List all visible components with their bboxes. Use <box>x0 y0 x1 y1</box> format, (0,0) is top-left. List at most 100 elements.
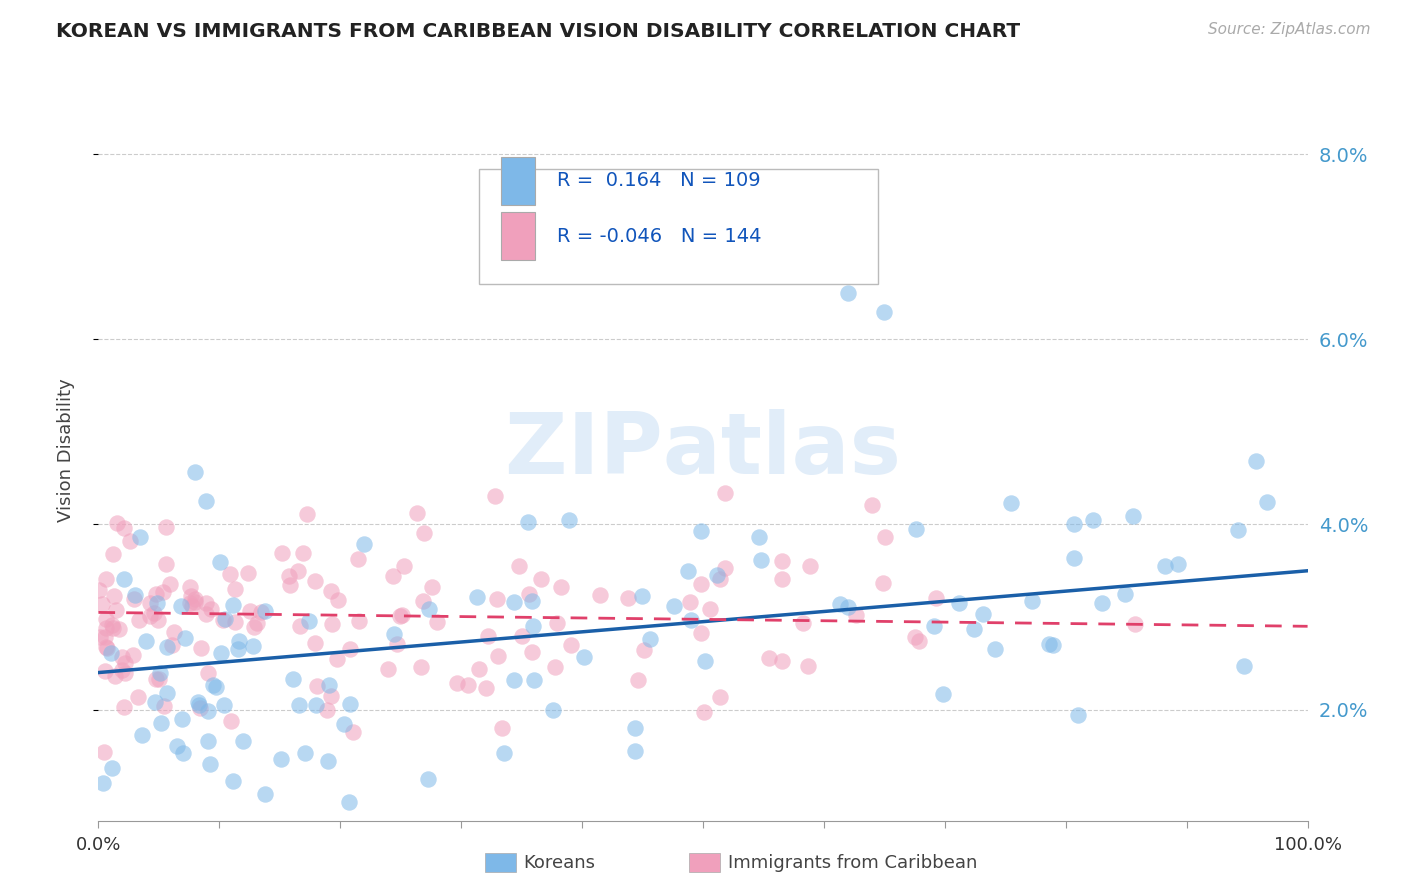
Point <box>908 634 931 648</box>
Point <box>328 593 350 607</box>
Point <box>517 515 540 529</box>
Point <box>281 672 304 686</box>
Point <box>321 617 343 632</box>
Point <box>205 680 228 694</box>
Point <box>145 673 167 687</box>
Point <box>1042 638 1064 652</box>
Point <box>662 599 685 613</box>
Point <box>457 677 479 691</box>
Point <box>1081 513 1104 527</box>
Point <box>228 633 250 648</box>
Point <box>124 588 146 602</box>
Point <box>325 652 347 666</box>
Point <box>572 649 595 664</box>
Point <box>690 524 713 538</box>
Point <box>1021 594 1043 608</box>
Point <box>699 602 721 616</box>
Point <box>491 721 513 735</box>
Point <box>544 660 567 674</box>
Point <box>633 643 655 657</box>
Point <box>212 614 235 628</box>
Point <box>208 555 231 569</box>
Point <box>128 613 150 627</box>
Point <box>709 572 731 586</box>
Point <box>523 673 546 687</box>
Point <box>318 677 340 691</box>
Point <box>543 703 565 717</box>
Point <box>748 530 770 544</box>
Point <box>160 638 183 652</box>
Point <box>1123 617 1146 632</box>
Point <box>1038 637 1060 651</box>
Point <box>1153 559 1175 574</box>
Point <box>112 521 135 535</box>
Point <box>770 554 793 568</box>
Point <box>477 629 499 643</box>
Point <box>522 618 544 632</box>
Point <box>250 605 273 619</box>
Point <box>714 561 737 575</box>
Point <box>291 546 314 560</box>
Point <box>190 701 212 715</box>
Point <box>409 660 432 674</box>
Point <box>353 537 375 551</box>
Point <box>195 607 218 621</box>
Point <box>159 576 181 591</box>
Point <box>770 654 793 668</box>
Point <box>522 645 544 659</box>
Point <box>96 621 118 635</box>
Point <box>253 603 276 617</box>
Point <box>155 520 177 534</box>
Point <box>96 641 118 656</box>
Point <box>972 607 994 622</box>
Point <box>1063 550 1085 565</box>
Point <box>873 304 896 318</box>
Point <box>391 608 413 623</box>
Point <box>242 639 264 653</box>
Point <box>201 677 224 691</box>
Point <box>224 615 246 629</box>
Point <box>190 640 212 655</box>
Point <box>288 619 311 633</box>
Point <box>96 640 118 655</box>
Point <box>101 617 124 632</box>
Point <box>298 614 321 628</box>
Point <box>246 616 269 631</box>
Point <box>238 566 260 581</box>
Point <box>224 582 246 596</box>
Point <box>418 602 440 616</box>
Point <box>93 746 115 760</box>
Point <box>484 489 506 503</box>
Point <box>475 681 498 696</box>
Point <box>560 638 582 652</box>
Point <box>498 175 520 189</box>
Point <box>195 596 218 610</box>
Point <box>546 615 568 630</box>
Point <box>194 493 217 508</box>
Point <box>904 630 927 644</box>
Point <box>209 646 232 660</box>
Point <box>143 695 166 709</box>
Point <box>624 722 647 736</box>
Point <box>114 665 136 680</box>
Point <box>792 615 814 630</box>
Point <box>1063 516 1085 531</box>
Text: ZIP​atlas: ZIP​atlas <box>505 409 901 492</box>
Point <box>232 734 254 748</box>
Point <box>103 589 125 603</box>
Point <box>122 648 145 662</box>
Point <box>948 596 970 610</box>
Point <box>91 775 114 789</box>
Point <box>94 664 117 678</box>
Point <box>502 595 524 609</box>
Point <box>181 599 204 613</box>
Point <box>765 221 787 235</box>
Point <box>152 698 174 713</box>
Point <box>676 565 699 579</box>
Point <box>690 625 713 640</box>
Point <box>714 486 737 500</box>
Point <box>111 664 134 678</box>
Point <box>679 613 702 627</box>
Point <box>253 788 276 802</box>
Point <box>188 698 211 712</box>
